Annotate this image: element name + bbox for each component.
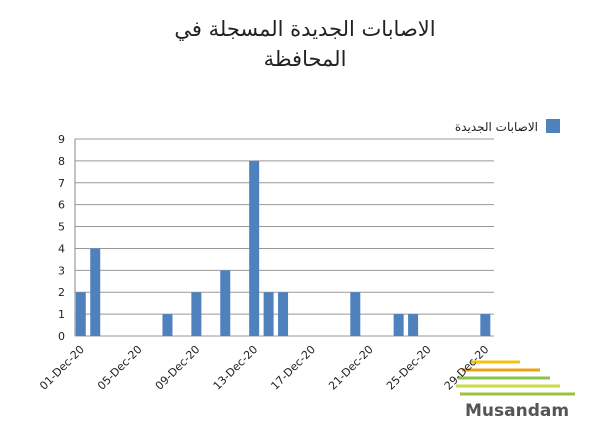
legend-swatch [546,119,560,133]
bar [249,160,260,336]
bar [263,292,274,336]
chart-title: الاصابات الجديدة المسجلة في المحافظة [174,17,436,71]
y-tick-label: 3 [58,264,65,277]
y-tick-label: 6 [58,199,65,212]
x-tick-label: 17-Dec-20 [268,343,318,393]
watermark-stripes [456,360,575,396]
x-tick-label: 25-Dec-20 [384,343,434,393]
watermark: Musandam [465,401,569,421]
bar [408,314,419,336]
x-tick-label: 21-Dec-20 [326,343,376,393]
y-tick-label: 5 [58,221,65,234]
bar [480,314,491,336]
bar [162,314,173,336]
y-tick-label: 1 [58,308,65,321]
y-tick-label: 8 [58,155,65,168]
bar [350,292,361,336]
legend-label: الاصابات الجديدة [455,120,538,134]
y-tick-label: 0 [58,330,65,343]
y-tick-label: 7 [58,177,65,190]
y-tick-label: 9 [58,133,65,146]
bar [75,292,86,336]
bar [90,248,101,336]
y-tick-label: 4 [58,242,65,255]
bar [191,292,202,336]
bar [393,314,404,336]
x-tick-label: 01-Dec-20 [37,343,87,393]
bar [278,292,289,336]
y-tick-label: 2 [58,286,65,299]
x-tick-label: 05-Dec-20 [95,343,145,393]
x-tick-label: 09-Dec-20 [153,343,203,393]
bar [220,270,231,336]
x-tick-label: 13-Dec-20 [211,343,261,393]
